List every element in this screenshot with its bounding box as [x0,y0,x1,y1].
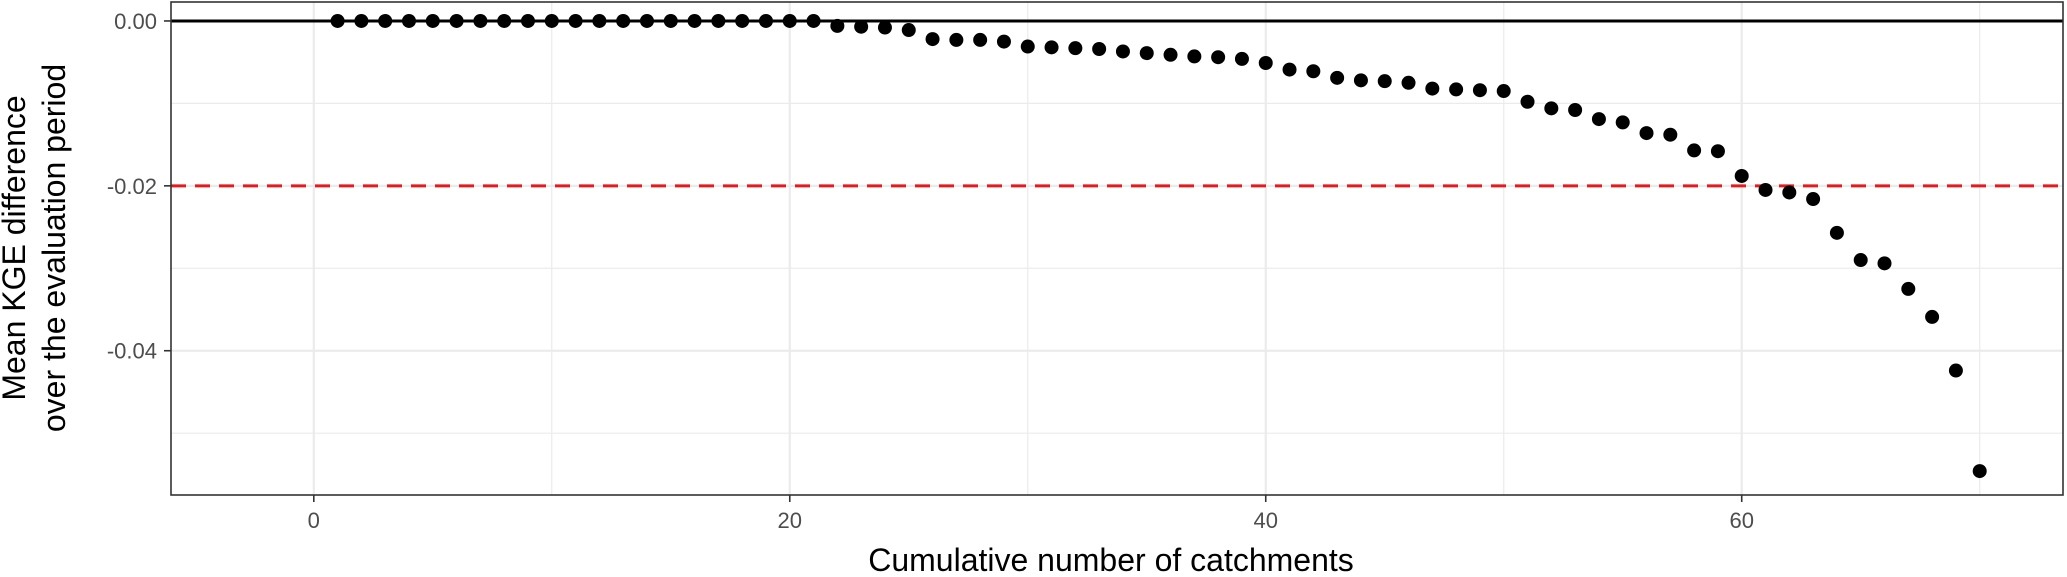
data-points [330,13,1987,479]
data-point [1544,101,1559,116]
data-point [830,18,845,33]
data-point [1734,168,1749,183]
data-point [1853,253,1868,268]
y-tick-label: 0.00 [114,9,157,34]
data-point [1115,44,1130,59]
data-point [1710,144,1725,159]
data-point [449,13,464,28]
data-point [1187,49,1202,64]
y-tick-label: -0.04 [107,339,157,364]
data-point [663,13,678,28]
data-point [1377,74,1392,89]
data-point [925,32,940,47]
data-point [330,13,345,28]
data-point [735,13,750,28]
data-point [544,13,559,28]
major-gridlines [171,2,2063,495]
data-point [1068,41,1083,56]
data-point [1306,64,1321,79]
data-point [1044,40,1059,55]
data-point [1615,115,1630,130]
data-point [854,19,869,34]
y-axis-title-line-2: over the evaluation period [36,64,72,432]
data-point [758,13,773,28]
data-point [687,13,702,28]
data-point [1925,309,1940,324]
data-point [1092,41,1107,56]
data-point [1496,84,1511,99]
data-point [425,13,440,28]
data-point [639,13,654,28]
data-point [520,13,535,28]
data-point [1663,127,1678,142]
data-point [1782,185,1797,200]
y-axis-title-line-1: Mean KGE difference [0,95,32,400]
data-point [354,13,369,28]
x-axis-title: Cumulative number of catchments [868,542,1354,577]
data-point [901,23,916,38]
data-point [996,34,1011,49]
data-point [806,13,821,28]
data-point [1211,50,1226,65]
data-point [1591,112,1606,127]
data-point [1425,81,1440,96]
data-point [1687,143,1702,158]
data-point [497,13,512,28]
data-point [1972,464,1987,479]
data-point [1449,82,1464,97]
data-point [1163,47,1178,62]
x-tick-label: 0 [308,508,320,533]
data-point [1282,62,1297,77]
data-point [1330,70,1345,85]
data-point [1258,56,1273,71]
data-point [568,13,583,28]
data-point [711,13,726,28]
x-axis-ticks: 0 20 40 60 [308,495,1754,533]
data-point [473,13,488,28]
data-point [1948,363,1963,378]
x-tick-label: 40 [1254,508,1278,533]
data-point [592,13,607,28]
data-point [782,13,797,28]
data-point [616,13,631,28]
data-point [1758,182,1773,197]
data-point [1520,94,1535,109]
data-point [1639,126,1654,141]
data-point [401,13,416,28]
data-point [877,20,892,35]
data-point [1139,46,1154,61]
minor-gridlines [171,2,2063,495]
data-point [973,32,988,47]
data-point [1472,83,1487,98]
data-point [1806,192,1821,207]
data-point [1020,39,1035,54]
y-axis-ticks: 0.00 -0.02 -0.04 [107,9,171,364]
data-point [1877,256,1892,271]
x-tick-label: 60 [1729,508,1753,533]
data-point [1568,102,1583,117]
data-point [378,13,393,28]
data-point [1234,51,1249,66]
data-point [949,32,964,47]
x-tick-label: 20 [778,508,802,533]
data-point [1353,73,1368,88]
data-point [1829,225,1844,240]
data-point [1401,75,1416,90]
panel-border [170,1,2064,496]
data-point [1901,281,1916,296]
y-tick-label: -0.02 [107,174,157,199]
